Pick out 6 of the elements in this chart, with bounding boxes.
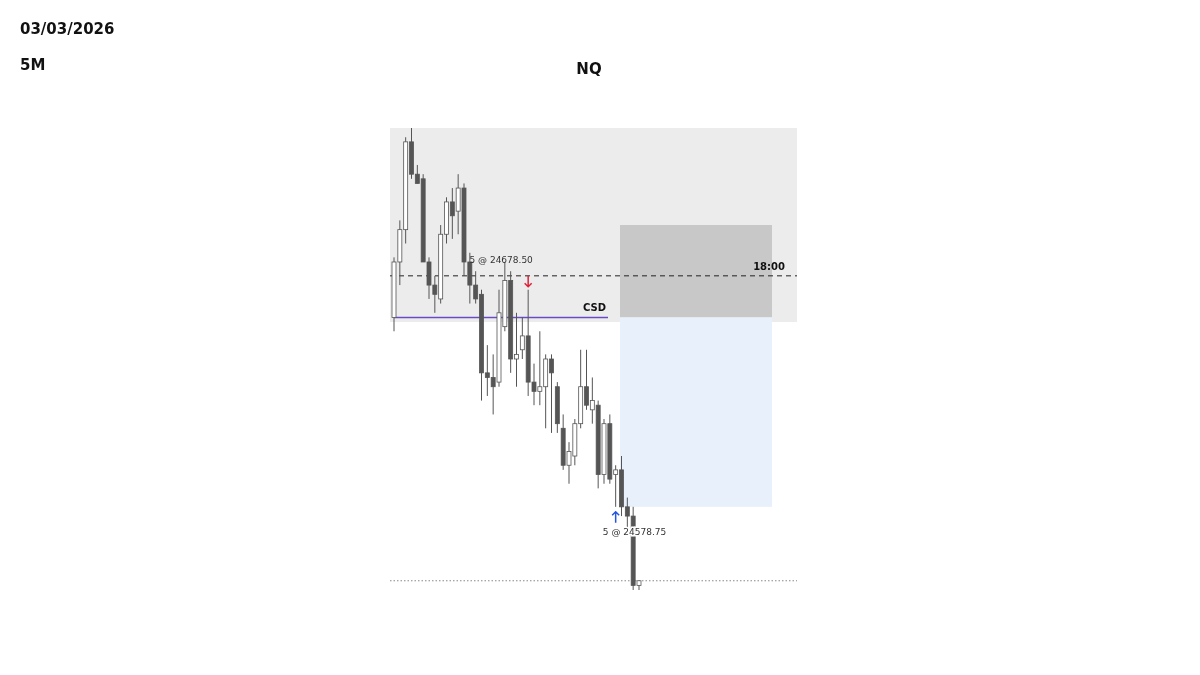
chart-title: NQ bbox=[576, 60, 602, 78]
annotation: 5 @ 24678.50 bbox=[469, 254, 534, 265]
ref-line-label: CSD bbox=[582, 302, 606, 314]
text: 18:00 bbox=[753, 260, 786, 272]
text: 5M bbox=[20, 56, 46, 74]
text: 03/03/2026 bbox=[20, 20, 115, 38]
